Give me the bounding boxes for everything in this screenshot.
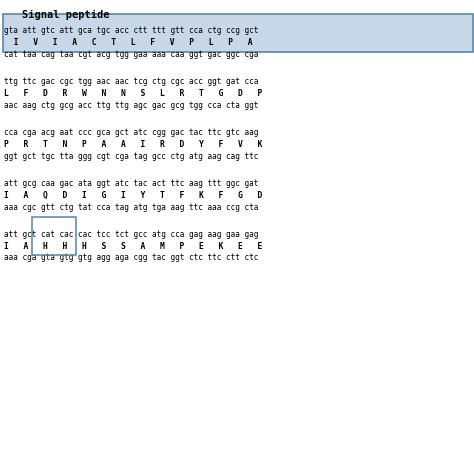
Bar — [32, 217, 76, 255]
Text: Signal peptide: Signal peptide — [22, 10, 109, 20]
Text: att gct cat cac cac tcc tct gcc atg cca gag aag gaa gag: att gct cat cac cac tcc tct gcc atg cca … — [4, 230, 258, 239]
Text: aaa cgc gtt ctg tat cca tag atg tga aag ttc aaa ccg cta: aaa cgc gtt ctg tat cca tag atg tga aag … — [4, 202, 258, 211]
Text: aac aag ctg gcg acc ttg ttg agc gac gcg tgg cca cta ggt: aac aag ctg gcg acc ttg ttg agc gac gcg … — [4, 100, 258, 109]
Text: att gcg caa gac ata ggt atc tac act ttc aag ttt ggc gat: att gcg caa gac ata ggt atc tac act ttc … — [4, 179, 258, 188]
Text: cat taa cag taa cgt acg tgg gaa aaa caa ggt gac ggc cga: cat taa cag taa cgt acg tgg gaa aaa caa … — [4, 49, 258, 58]
Text: aaa cga gta gtg gtg agg aga cgg tac ggt ctc ttc ctt ctc: aaa cga gta gtg gtg agg aga cgg tac ggt … — [4, 254, 258, 263]
Text: L   F   D   R   W   N   N   S   L   R   T   G   D   P: L F D R W N N S L R T G D P — [4, 89, 263, 98]
Text: gta att gtc att gca tgc acc ctt ttt gtt cca ctg ccg gct: gta att gtc att gca tgc acc ctt ttt gtt … — [4, 26, 258, 35]
Text: I   A   Q   D   I   G   I   Y   T   F   K   F   G   D: I A Q D I G I Y T F K F G D — [4, 191, 263, 200]
Text: I   A   H   H   H   S   S   A   M   P   E   K   E   E: I A H H H S S A M P E K E E — [4, 241, 263, 250]
Text: P   R   T   N   P   A   A   I   R   D   Y   F   V   K: P R T N P A A I R D Y F V K — [4, 139, 263, 148]
Text: ttg ttc gac cgc tgg aac aac tcg ctg cgc acc ggt gat cca: ttg ttc gac cgc tgg aac aac tcg ctg cgc … — [4, 77, 258, 86]
Text: ggt gct tgc tta ggg cgt cga tag gcc ctg atg aag cag ttc: ggt gct tgc tta ggg cgt cga tag gcc ctg … — [4, 152, 258, 161]
Text: cca cga acg aat ccc gca gct atc cgg gac tac ttc gtc aag: cca cga acg aat ccc gca gct atc cgg gac … — [4, 128, 258, 137]
Text: I   V   I   A   C   T   L   F   V   P   L   P   A: I V I A C T L F V P L P A — [4, 37, 253, 46]
Bar — [3, 13, 473, 52]
